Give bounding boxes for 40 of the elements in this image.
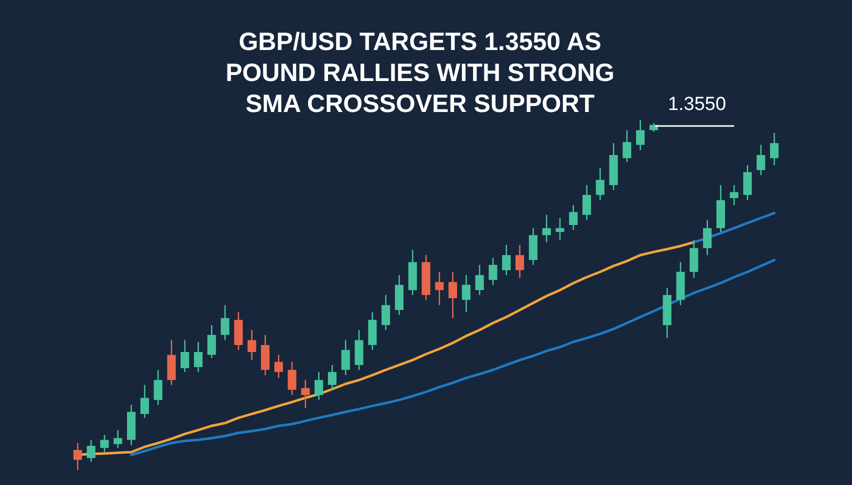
candlestick	[622, 130, 632, 163]
candlestick	[462, 274, 470, 313]
candlestick	[435, 271, 444, 306]
candlestick	[382, 294, 390, 331]
candlestick	[180, 339, 190, 373]
candlestick	[288, 361, 296, 396]
candlestick	[556, 217, 564, 241]
candlestick	[475, 264, 484, 296]
candlestick	[703, 219, 712, 256]
candlestick	[73, 442, 82, 471]
candlestick	[502, 244, 511, 276]
candlestick	[301, 379, 310, 409]
candlestick	[154, 369, 162, 406]
candlestick	[86, 439, 96, 463]
candlestick	[314, 371, 324, 401]
candlestick	[100, 434, 109, 453]
candlestick	[636, 119, 645, 151]
candlestick	[194, 341, 203, 373]
text: 1.3550	[668, 94, 726, 115]
candlestick	[488, 257, 498, 286]
candlestick	[730, 184, 738, 206]
candlestick	[328, 364, 337, 390]
candlestick	[770, 132, 779, 166]
candlestick	[743, 164, 752, 201]
candlestick	[690, 239, 698, 278]
candlestick	[114, 429, 122, 449]
candlestick	[596, 167, 604, 201]
candlestick	[515, 244, 524, 278]
candlestick	[274, 354, 283, 379]
candlestick	[582, 184, 592, 221]
candlestick	[569, 204, 578, 231]
candlestick	[248, 329, 256, 361]
candlestick	[542, 214, 551, 243]
candlestick	[220, 304, 230, 341]
candlestick	[207, 324, 216, 359]
candlestick	[756, 144, 766, 176]
candlestick	[448, 271, 458, 319]
candlestick	[341, 339, 350, 376]
chart-title: GBP/USD TARGETS 1.3550 AS POUND RALLIES WITH STRONG SMA CROSSOVER SUPPORT	[226, 28, 614, 118]
candlestick	[140, 384, 149, 418]
